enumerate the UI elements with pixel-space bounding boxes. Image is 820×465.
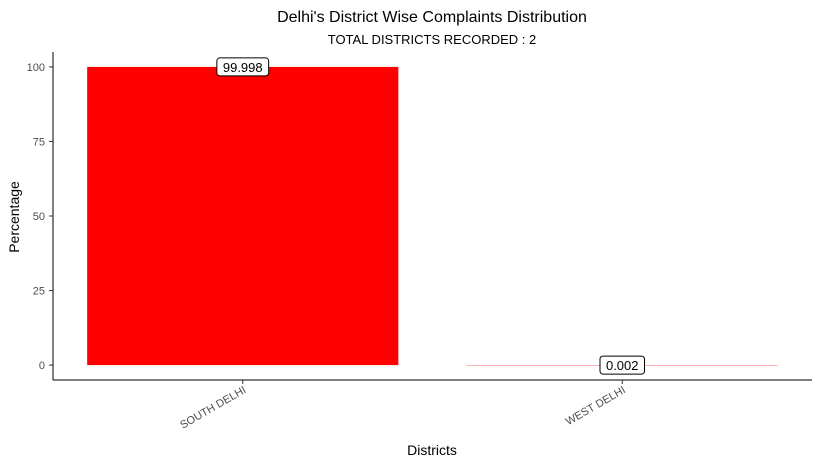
data-label-box	[216, 57, 270, 77]
data-label-text: 99.998	[223, 60, 263, 75]
x-tick-label: WEST DELHI	[564, 384, 628, 428]
data-label-text: 0.002	[606, 358, 639, 373]
plot-area: 0 25 50 75 100 SOUTH DELHI 99.998 WEST DELHI 0.0…	[27, 52, 812, 432]
data-label: 0.002	[599, 355, 645, 375]
chart-title: Delhi's District Wise Complaints Distrib…	[277, 9, 587, 26]
y-tick-label: 75	[33, 136, 45, 148]
data-label-box	[599, 355, 645, 375]
y-tick-label: 25	[33, 286, 45, 298]
y-tick-label: 50	[33, 211, 45, 223]
chart-subtitle: TOTAL DISTRICTS RECORDED : 2	[328, 32, 537, 47]
bar-south-delhi	[87, 66, 399, 366]
y-tick-label: 100	[27, 62, 45, 74]
x-axis-title: Districts	[407, 442, 457, 458]
y-axis-title: Percentage	[6, 181, 22, 253]
data-label: 99.998	[216, 57, 270, 77]
y-tick-label: 0	[39, 360, 45, 372]
x-tick-label: SOUTH DELHI	[178, 384, 248, 431]
